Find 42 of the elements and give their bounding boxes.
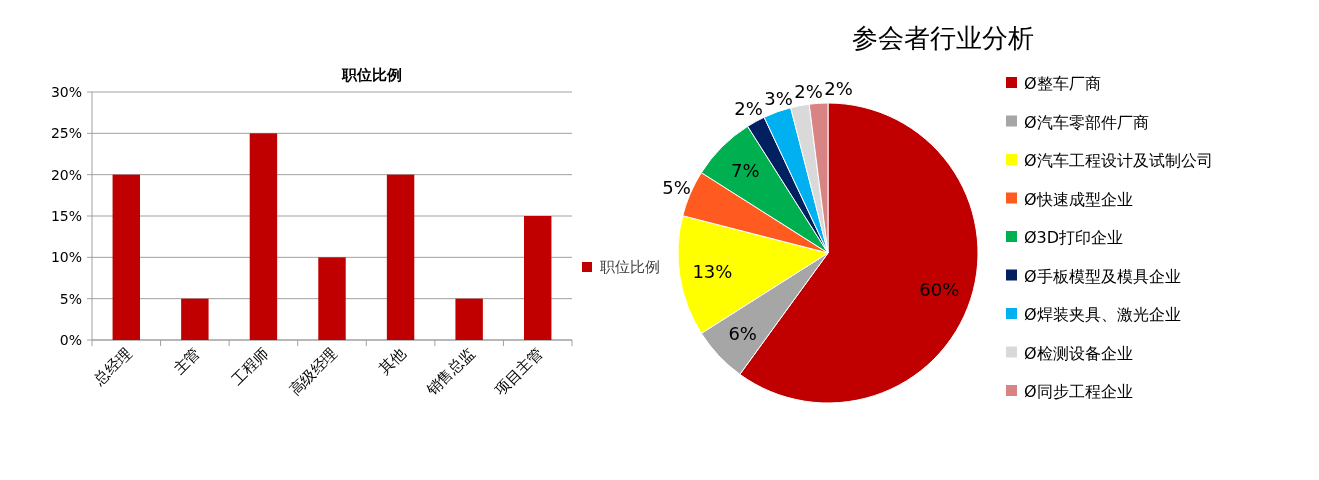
bar xyxy=(386,174,415,340)
bar xyxy=(524,216,552,340)
legend-label: 职位比例 xyxy=(600,258,660,276)
legend-label: Ø整车厂商 xyxy=(1024,74,1101,93)
data-label: 3% xyxy=(764,87,793,109)
data-label: 60% xyxy=(919,279,960,301)
legend-label: Ø快速成型企业 xyxy=(1024,189,1133,209)
data-label: 13% xyxy=(692,261,733,283)
legend-label: Ø汽车零部件厂商 xyxy=(1024,112,1149,132)
chart-title: 职位比例 xyxy=(341,66,402,84)
y-tick-label: 10% xyxy=(50,249,82,266)
x-tick-label: 主管 xyxy=(169,344,204,379)
legend-label: Ø3D打印企业 xyxy=(1024,228,1124,247)
data-label: 2% xyxy=(794,80,823,102)
bar xyxy=(249,133,278,340)
y-tick-label: 5% xyxy=(59,290,82,307)
bar xyxy=(318,257,346,340)
bar xyxy=(455,298,483,340)
x-tick-label: 销售总监 xyxy=(422,344,478,400)
x-tick-label: 工程师 xyxy=(227,344,273,389)
data-label: 7% xyxy=(730,160,760,182)
x-tick-label: 高级经理 xyxy=(285,344,341,400)
data-label: 2% xyxy=(824,78,853,100)
x-tick-label: 总经理 xyxy=(89,344,136,390)
y-tick-label: 15% xyxy=(50,208,82,224)
data-label: 5% xyxy=(662,177,691,199)
legend-label: Ø同步工程企业 xyxy=(1024,382,1133,401)
x-tick-label: 其他 xyxy=(375,344,410,379)
y-tick-label: 20% xyxy=(50,166,82,183)
data-label: 2% xyxy=(734,98,763,120)
chart-title: 参会者行业分析 xyxy=(852,23,1034,53)
y-tick-label: 25% xyxy=(50,125,82,142)
bar xyxy=(112,174,140,340)
legend-label: Ø检测设备企业 xyxy=(1024,343,1133,363)
data-label: 6% xyxy=(728,323,757,345)
legend-label: Ø焊装夹具、激光企业 xyxy=(1024,305,1181,324)
bar xyxy=(181,298,209,340)
x-tick-label: 项目主管 xyxy=(491,344,547,400)
legend-label: Ø汽车工程设计及试制公司 xyxy=(1024,151,1213,170)
y-tick-label: 0% xyxy=(59,332,82,348)
y-tick-label: 30% xyxy=(50,84,82,100)
legend-label: Ø手板模型及模具企业 xyxy=(1024,266,1181,286)
